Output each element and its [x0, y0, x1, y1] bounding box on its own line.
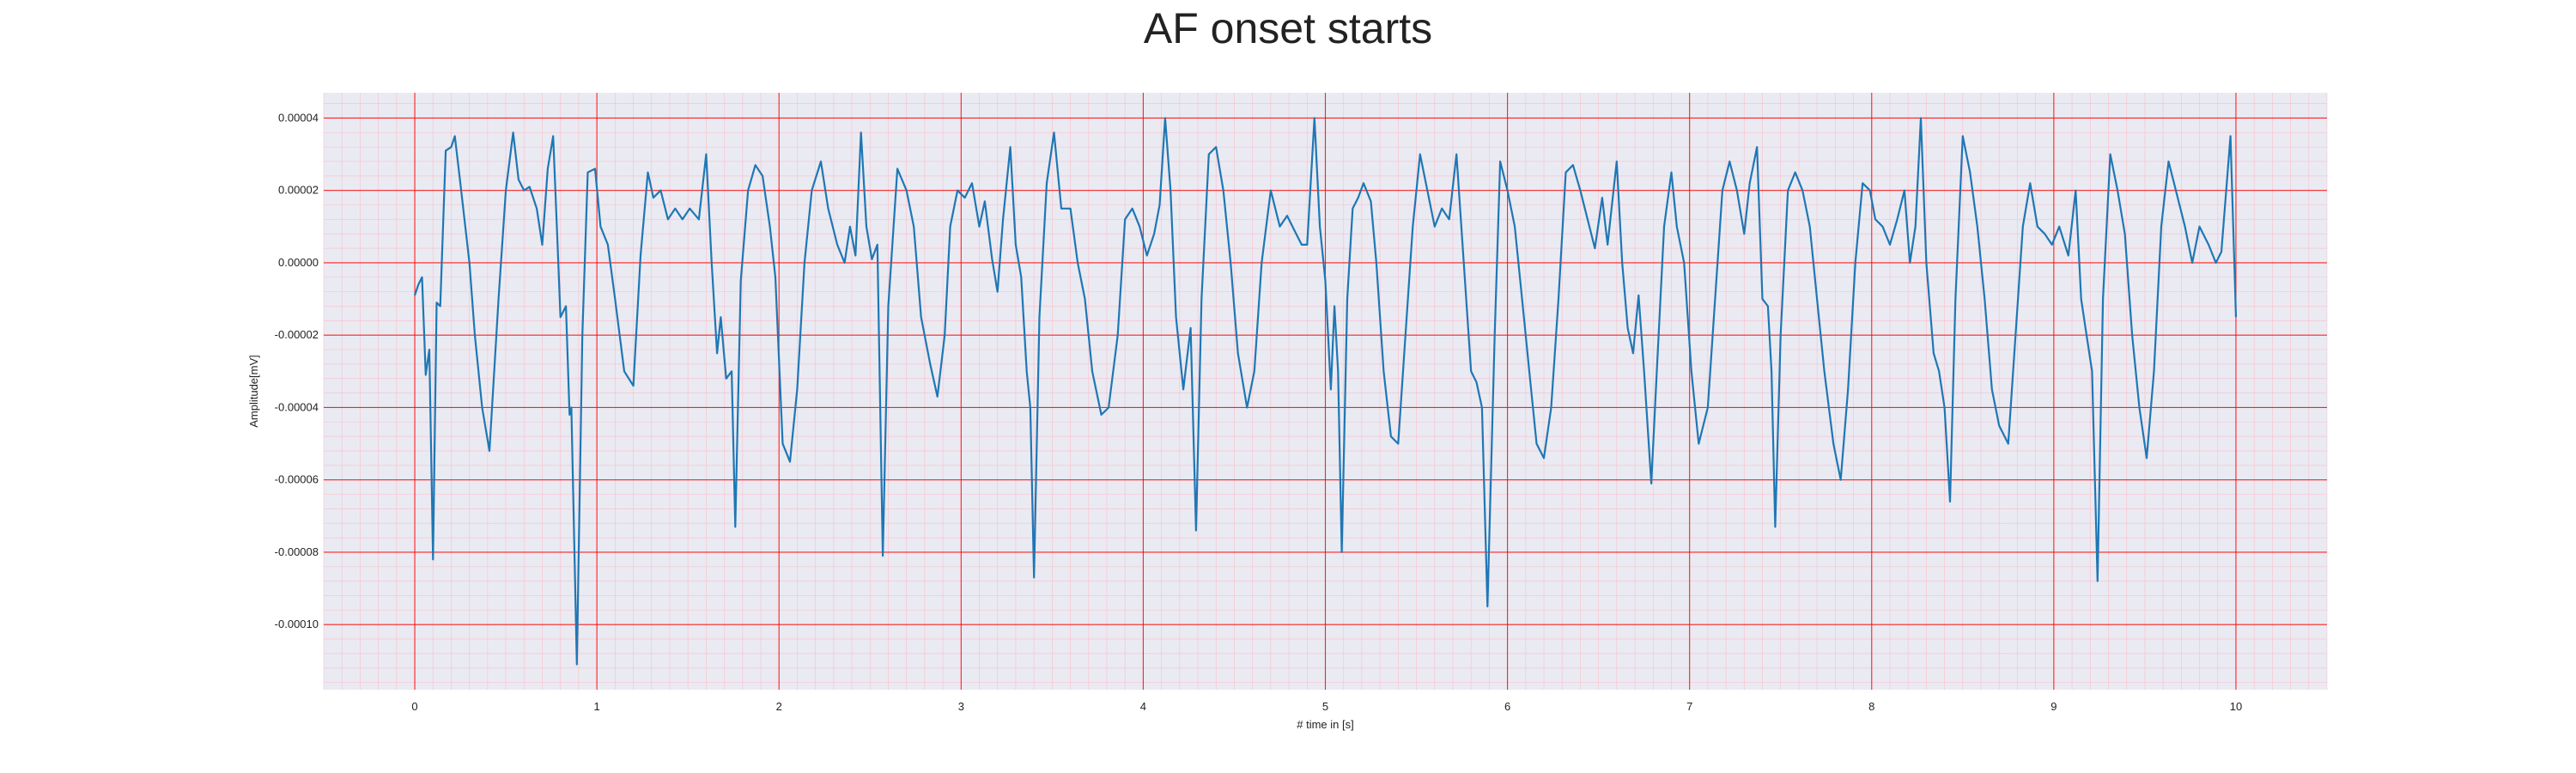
y-tick-label: -0.00008 [275, 545, 319, 558]
y-tick-label: -0.00002 [275, 328, 319, 341]
x-tick-label: 2 [776, 700, 782, 713]
y-axis-label: Amplitude[mV] [247, 355, 260, 428]
major-grid [324, 93, 2327, 690]
x-tick-label: 7 [1686, 700, 1692, 713]
series-layer [413, 117, 2238, 666]
y-axis-ticks: 0.00004 0.00002 0.00000 -0.00002 -0.00004 -0.… [275, 111, 319, 630]
chart-title: AF onset starts [1143, 4, 1433, 52]
ecg-signal-line [413, 117, 2238, 666]
y-tick-label: 0.00004 [278, 111, 319, 124]
x-tick-label: 4 [1140, 700, 1146, 713]
x-tick-label: 1 [594, 700, 600, 713]
x-tick-label: 0 [411, 700, 417, 713]
x-tick-label: 10 [2230, 700, 2242, 713]
x-tick-label: 3 [958, 700, 964, 713]
x-tick-label: 8 [1868, 700, 1874, 713]
y-tick-label: -0.00010 [275, 618, 319, 630]
y-tick-label: -0.00006 [275, 473, 319, 486]
x-tick-label: 9 [2050, 700, 2057, 713]
x-tick-label: 5 [1322, 700, 1328, 713]
y-tick-label: -0.00004 [275, 400, 319, 413]
x-tick-label: 6 [1504, 700, 1510, 713]
y-tick-label: 0.00002 [278, 184, 319, 197]
x-axis-ticks: 0 1 2 3 4 5 6 7 8 9 10 [411, 700, 2242, 713]
y-tick-label: 0.00000 [278, 256, 319, 269]
x-axis-label: # time in [s] [1297, 718, 1353, 731]
